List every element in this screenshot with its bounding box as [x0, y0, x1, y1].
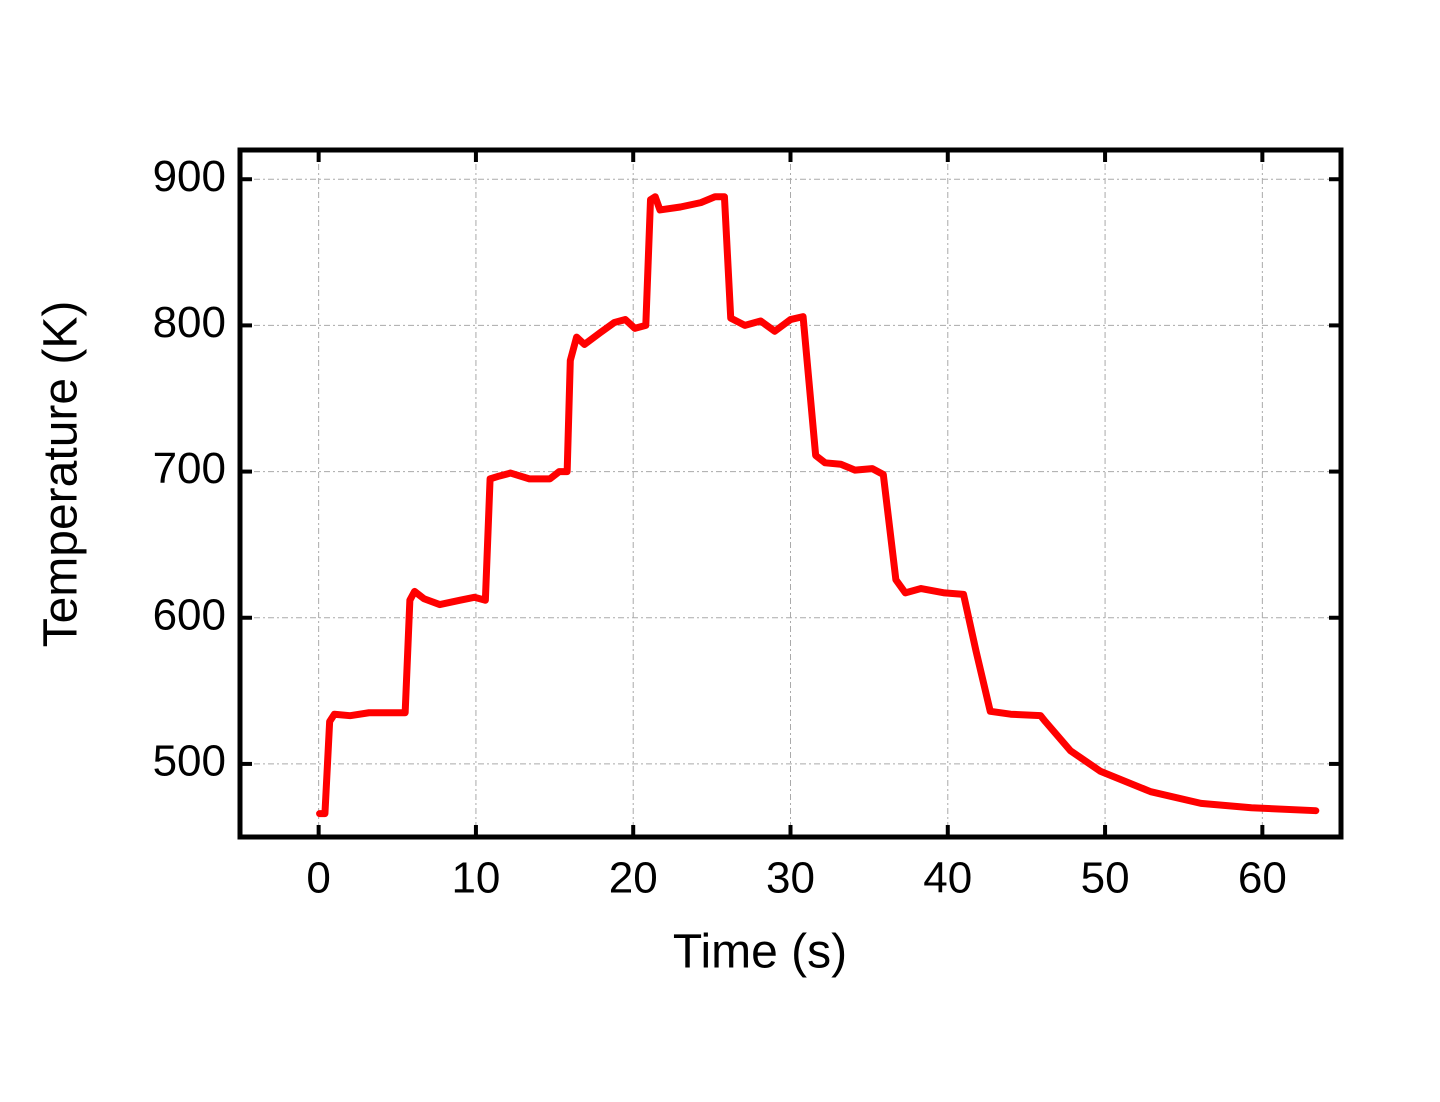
- y-axis-label: Temperature (K): [35, 301, 88, 648]
- y-tick-label: 800: [153, 298, 226, 347]
- x-tick-label: 40: [923, 854, 972, 903]
- x-tick-label: 30: [766, 854, 815, 903]
- y-tick-label: 600: [153, 590, 226, 639]
- y-tick-label: 500: [153, 737, 226, 786]
- plot-frame: [237, 147, 1344, 840]
- x-tick-label: 50: [1081, 854, 1130, 903]
- x-axis-label: Time (s): [673, 926, 847, 979]
- y-tick-label: 900: [153, 152, 226, 201]
- x-tick-label: 10: [451, 854, 500, 903]
- line: [316, 193, 1320, 818]
- y-tick-label: 700: [153, 444, 226, 493]
- x-tick-label: 0: [306, 854, 330, 903]
- x-tick-label: 60: [1238, 854, 1287, 903]
- x-tick-label: 20: [609, 854, 658, 903]
